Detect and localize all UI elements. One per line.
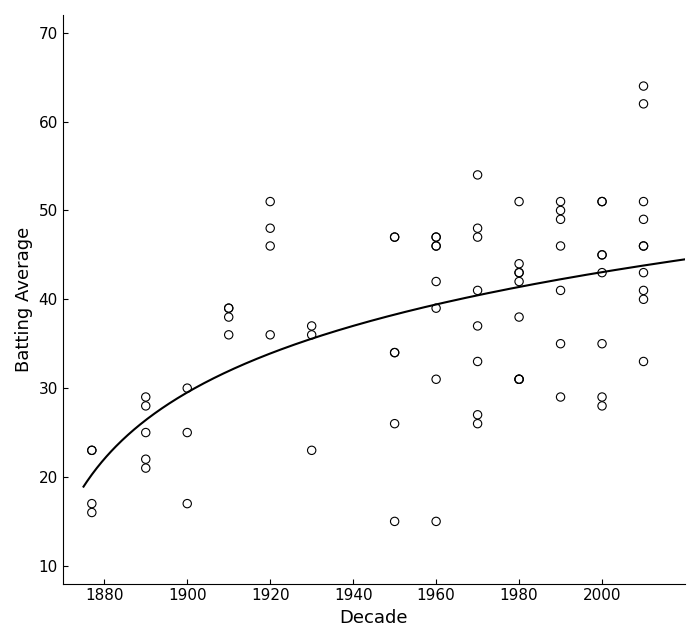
- Point: [389, 347, 400, 358]
- Point: [514, 268, 525, 278]
- Point: [555, 205, 566, 216]
- Point: [430, 232, 442, 242]
- Point: [596, 196, 608, 207]
- Point: [140, 463, 151, 473]
- Point: [638, 81, 649, 91]
- Point: [223, 312, 235, 322]
- Point: [472, 223, 483, 233]
- Point: [389, 347, 400, 358]
- Point: [555, 392, 566, 402]
- Point: [181, 428, 193, 438]
- Point: [472, 169, 483, 180]
- Point: [638, 99, 649, 109]
- Point: [514, 312, 525, 322]
- Point: [596, 338, 608, 349]
- Point: [514, 259, 525, 269]
- Point: [430, 374, 442, 385]
- Point: [265, 330, 276, 340]
- Point: [596, 268, 608, 278]
- Point: [223, 303, 235, 313]
- Point: [638, 241, 649, 251]
- Point: [638, 214, 649, 225]
- Point: [265, 223, 276, 233]
- Point: [472, 356, 483, 367]
- Point: [389, 232, 400, 242]
- Point: [181, 498, 193, 508]
- Point: [140, 392, 151, 402]
- Point: [430, 241, 442, 251]
- Point: [140, 454, 151, 464]
- Point: [86, 445, 97, 455]
- Point: [306, 330, 317, 340]
- Point: [514, 374, 525, 385]
- Point: [555, 285, 566, 295]
- X-axis label: Decade: Decade: [340, 609, 408, 627]
- Point: [140, 401, 151, 411]
- Point: [472, 285, 483, 295]
- Point: [430, 516, 442, 526]
- Point: [596, 250, 608, 260]
- Point: [430, 232, 442, 242]
- Point: [265, 241, 276, 251]
- Point: [514, 196, 525, 207]
- Point: [472, 419, 483, 429]
- Point: [389, 419, 400, 429]
- Point: [389, 232, 400, 242]
- Point: [514, 374, 525, 385]
- Point: [514, 374, 525, 385]
- Point: [223, 330, 235, 340]
- Point: [430, 241, 442, 251]
- Point: [638, 268, 649, 278]
- Point: [430, 277, 442, 287]
- Point: [596, 392, 608, 402]
- Point: [86, 507, 97, 517]
- Point: [306, 321, 317, 331]
- Point: [472, 321, 483, 331]
- Point: [514, 268, 525, 278]
- Point: [472, 410, 483, 420]
- Point: [638, 356, 649, 367]
- Point: [86, 498, 97, 508]
- Point: [555, 338, 566, 349]
- Point: [389, 516, 400, 526]
- Point: [638, 285, 649, 295]
- Point: [638, 294, 649, 304]
- Point: [472, 232, 483, 242]
- Point: [638, 196, 649, 207]
- Point: [596, 250, 608, 260]
- Point: [555, 196, 566, 207]
- Point: [638, 241, 649, 251]
- Point: [140, 428, 151, 438]
- Point: [555, 241, 566, 251]
- Y-axis label: Batting Average: Batting Average: [15, 227, 33, 372]
- Point: [555, 214, 566, 225]
- Point: [596, 401, 608, 411]
- Point: [306, 445, 317, 455]
- Point: [181, 383, 193, 394]
- Point: [514, 277, 525, 287]
- Point: [430, 303, 442, 313]
- Point: [86, 445, 97, 455]
- Point: [265, 196, 276, 207]
- Point: [223, 303, 235, 313]
- Point: [596, 196, 608, 207]
